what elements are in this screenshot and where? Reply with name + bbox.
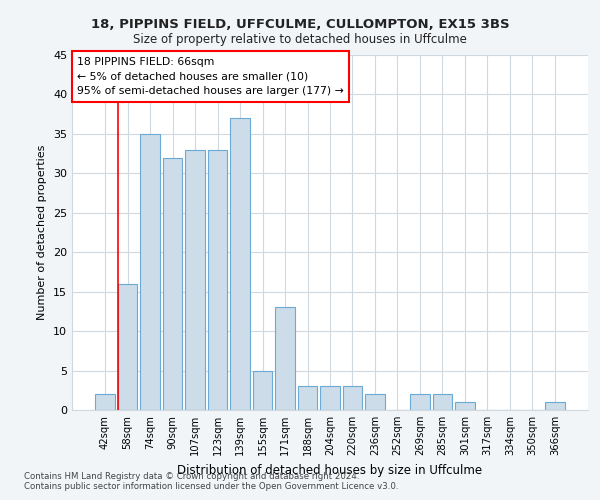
Bar [140, 134, 160, 410]
Bar [95, 394, 115, 410]
Text: 18, PIPPINS FIELD, UFFCULME, CULLOMPTON, EX15 3BS: 18, PIPPINS FIELD, UFFCULME, CULLOMPTON,… [91, 18, 509, 30]
Bar [230, 118, 250, 410]
Text: Contains HM Land Registry data © Crown copyright and database right 2024.
Contai: Contains HM Land Registry data © Crown c… [24, 472, 398, 491]
X-axis label: Distribution of detached houses by size in Uffculme: Distribution of detached houses by size … [178, 464, 482, 476]
Bar [545, 402, 565, 410]
Bar [208, 150, 227, 410]
Bar [298, 386, 317, 410]
Bar [185, 150, 205, 410]
Bar [410, 394, 430, 410]
Bar [433, 394, 452, 410]
Bar [320, 386, 340, 410]
Bar [118, 284, 137, 410]
Text: Size of property relative to detached houses in Uffculme: Size of property relative to detached ho… [133, 32, 467, 46]
Bar [343, 386, 362, 410]
Y-axis label: Number of detached properties: Number of detached properties [37, 145, 47, 320]
Bar [365, 394, 385, 410]
Bar [163, 158, 182, 410]
Bar [253, 370, 272, 410]
Bar [455, 402, 475, 410]
Text: 18 PIPPINS FIELD: 66sqm
← 5% of detached houses are smaller (10)
95% of semi-det: 18 PIPPINS FIELD: 66sqm ← 5% of detached… [77, 57, 344, 96]
Bar [275, 308, 295, 410]
